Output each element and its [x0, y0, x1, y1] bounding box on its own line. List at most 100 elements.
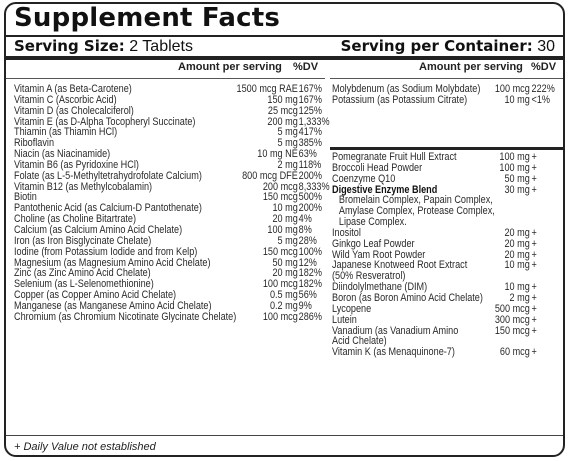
- nutrient-name: Vitamin K (as Menaquinone-7): [332, 346, 455, 359]
- nutrient-daily-value: 1,333%: [298, 115, 330, 128]
- nutrient-amount: 10 mg: [504, 281, 530, 294]
- nutrient-row: Vitamin E (as D-Alpha Tocopheryl Succina…: [14, 115, 330, 128]
- nutrient-amount: 100 mcg: [262, 278, 298, 291]
- nutrient-row: Japanese Knotweed Root Extract 10 mg +: [332, 260, 562, 271]
- nutrient-amount: 10 mg: [272, 202, 298, 215]
- nutrient-row: Vitamin D (as Cholecalciferol) 25 mcg 125%: [14, 104, 324, 117]
- left-nutrient-list: Vitamin A (as Beta-Carotene) 1500 mcg RAE…: [14, 84, 330, 323]
- nutrient-name: Inositol: [332, 226, 361, 239]
- nutrient-row: Inositol 20 mg +: [332, 228, 562, 239]
- servings-per-container-value: 30: [537, 38, 555, 55]
- right-ingredient-list: Pomegranate Fruit Hull Extract 100 mg + Bro…: [332, 152, 562, 358]
- nutrient-row: Digestive Enzyme Blend 30 mg +: [332, 183, 562, 196]
- nutrient-name: Pomegranate Fruit Hull Extract: [332, 151, 457, 163]
- nutrient-amount: 200 mg: [267, 115, 298, 128]
- nutrient-daily-value: 28%: [298, 234, 317, 247]
- nutrient-name: Digestive Enzyme Blend: [332, 183, 438, 196]
- nutrient-row: Amylase Complex, Protease Complex,: [332, 206, 562, 217]
- nutrient-name: Broccoli Head Powder: [332, 161, 423, 174]
- right-section-rule: [330, 147, 563, 150]
- nutrient-row: Calcium (as Calcium Amino Acid Chelate) 1…: [14, 225, 324, 236]
- nutrient-amount: 100 mg: [499, 161, 530, 174]
- nutrient-name: Bromelain Complex, Papain Complex,: [338, 194, 493, 207]
- nutrient-row: Niacin (as Niacinamide) 10 mg NE 63%: [14, 149, 324, 160]
- nutrient-daily-value: +: [531, 183, 537, 196]
- nutrient-amount: 2 mg: [277, 158, 298, 171]
- nutrient-name: Pantothenic Acid (as Calcium-D Pantothen…: [14, 202, 202, 215]
- nutrient-name: Potassium (as Potassium Citrate): [332, 93, 468, 106]
- nutrient-amount: 60 mcg: [499, 346, 530, 359]
- nutrient-row: Vitamin C (Ascorbic Acid) 150 mg 167%: [14, 93, 324, 106]
- nutrient-amount: 200 mcg: [262, 180, 298, 193]
- nutrient-name: Manganese (as Manganese Amino Acid Chela…: [14, 299, 212, 312]
- nutrient-row: Manganese (as Manganese Amino Acid Chela…: [14, 301, 324, 312]
- nutrient-amount: 20 mg: [504, 226, 530, 239]
- nutrient-name: Wild Yam Root Powder: [332, 248, 426, 261]
- nutrient-name: Iron (as Iron Bisglycinate Chelate): [14, 234, 152, 247]
- nutrient-daily-value: +: [531, 291, 537, 304]
- nutrient-daily-value: 100%: [298, 245, 322, 258]
- nutrient-row: Vitamin B12 (as Methylcobalamin) 200 mcg 8…: [14, 180, 330, 193]
- nutrient-name: Lipase Complex.: [338, 216, 407, 229]
- nutrient-name: Vitamin C (Ascorbic Acid): [14, 93, 117, 106]
- nutrient-name: Vitamin B12 (as Methylcobalamin): [14, 180, 153, 193]
- nutrient-amount: 150 mg: [267, 93, 298, 106]
- right-header-rule: [330, 78, 563, 79]
- serving-rule: [6, 56, 563, 60]
- nutrient-row: Selenium (as L-Selenomethionine) 100 mcg 1…: [14, 279, 324, 290]
- nutrient-daily-value: 63%: [298, 148, 317, 161]
- right-mineral-list: Molybdenum (as Sodium Molybdate) 100 mcg 2…: [332, 84, 562, 106]
- nutrient-name: Boron (as Boron Amino Acid Chelate): [332, 291, 483, 304]
- nutrient-daily-value: +: [531, 161, 537, 174]
- panel-title: Supplement Facts: [14, 3, 281, 33]
- nutrient-amount: 25 mcg: [267, 104, 298, 117]
- nutrient-daily-value: +: [531, 259, 537, 272]
- supplement-facts-panel: Supplement Facts Serving Size: 2 Tablets…: [4, 2, 565, 457]
- footer-rule: [6, 435, 563, 436]
- nutrient-name: Diindolylmethane (DIM): [332, 281, 428, 294]
- left-header-rule: [6, 78, 325, 79]
- nutrient-daily-value: +: [531, 151, 537, 163]
- nutrient-daily-value: +: [531, 172, 537, 185]
- nutrient-amount: 10 mg: [504, 259, 530, 272]
- nutrient-name: Japanese Knotweed Root Extract: [332, 259, 468, 272]
- nutrient-daily-value: 222%: [531, 83, 555, 95]
- nutrient-name: Thiamin (as Thiamin HCl): [14, 126, 118, 139]
- nutrient-name: Choline (as Choline Bitartrate): [14, 213, 137, 226]
- nutrient-name: Ginkgo Leaf Powder: [332, 237, 415, 250]
- nutrient-daily-value: 125%: [298, 104, 322, 117]
- nutrient-name: Vitamin D (as Cholecalciferol): [14, 104, 134, 117]
- nutrient-daily-value: 56%: [298, 289, 317, 302]
- nutrient-row: Lutein 300 mcg +: [332, 313, 562, 326]
- left-amount-header: Amount per serving: [178, 61, 282, 73]
- nutrient-name: Molybdenum (as Sodium Molybdate): [332, 83, 481, 95]
- nutrient-daily-value: 385%: [298, 137, 322, 150]
- nutrient-name: Selenium (as L-Selenomethionine): [14, 278, 154, 291]
- nutrient-amount: 100 mcg: [494, 83, 530, 95]
- nutrient-row: (50% Resveratrol): [332, 271, 562, 282]
- nutrient-daily-value: 286%: [298, 310, 322, 323]
- nutrient-row: Pomegranate Fruit Hull Extract 100 mg +: [332, 152, 562, 163]
- nutrient-row: Vitamin B6 (as Pyridoxine HCl) 2 mg 118%: [14, 160, 324, 171]
- nutrient-row: Vitamin K (as Menaquinone-7) 60 mcg +: [332, 347, 562, 358]
- nutrient-name: Chromium (as Chromium Nicotinate Glycina…: [14, 310, 237, 323]
- nutrient-daily-value: 12%: [298, 256, 317, 269]
- nutrient-name: Lutein: [332, 313, 357, 326]
- nutrient-daily-value: +: [531, 248, 537, 261]
- serving-size-value: 2 Tablets: [129, 38, 193, 55]
- title-rule: [6, 35, 563, 37]
- nutrient-amount: 2 mg: [509, 291, 530, 304]
- nutrient-name: Iodine (from Potassium Iodide and from K…: [14, 245, 198, 258]
- nutrient-daily-value: 118%: [298, 158, 322, 171]
- nutrient-daily-value: 182%: [298, 278, 322, 291]
- nutrient-row: Copper (as Copper Amino Acid Chelate) 0.5…: [14, 290, 324, 301]
- nutrient-row: Iodine (from Potassium Iodide and from K…: [14, 245, 324, 258]
- nutrient-row: Molybdenum (as Sodium Molybdate) 100 mcg 2…: [332, 84, 562, 95]
- nutrient-row: Vanadium (as Vanadium Amino 150 mcg +: [332, 325, 562, 337]
- nutrient-amount: 20 mg: [272, 267, 298, 280]
- nutrient-row: Lipase Complex.: [332, 217, 562, 228]
- nutrient-amount: 30 mg: [504, 183, 530, 196]
- nutrient-name: Coenzyme Q10: [332, 172, 396, 185]
- nutrient-row: Magnesium (as Magnesium Amino Acid Chela…: [14, 256, 324, 269]
- nutrient-amount: 100 mg: [499, 151, 530, 163]
